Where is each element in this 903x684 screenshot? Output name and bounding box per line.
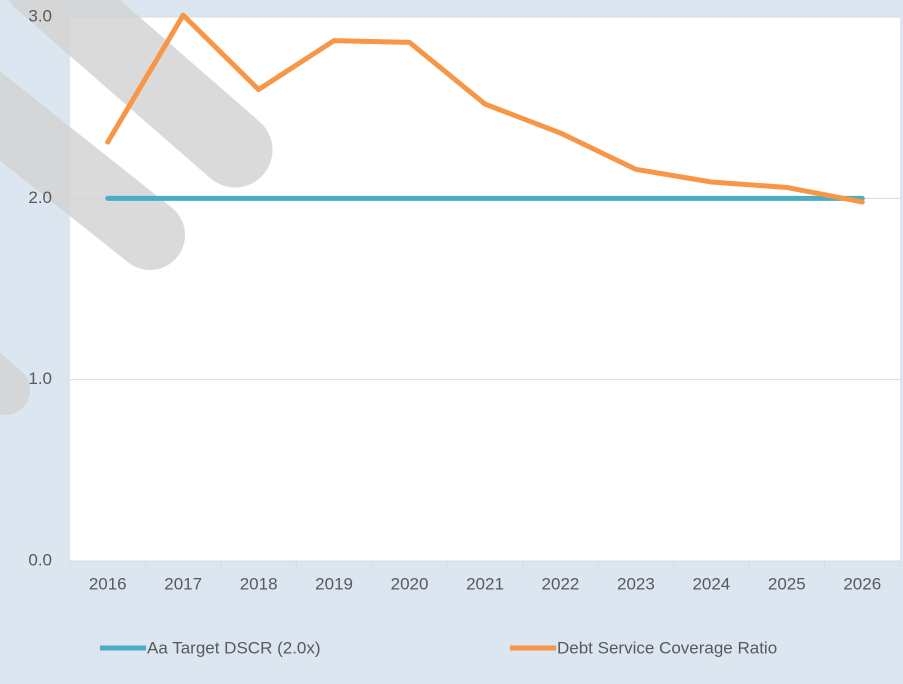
watermark-stroke	[0, 360, 5, 390]
x-tick-label: 2018	[240, 574, 278, 593]
x-tick-label: 2019	[315, 574, 353, 593]
x-tick-label: 2020	[391, 574, 429, 593]
x-tick-label: 2017	[164, 574, 202, 593]
x-tick-label: 2016	[89, 574, 127, 593]
x-tick-label: 2026	[843, 574, 881, 593]
legend-label: Debt Service Coverage Ratio	[557, 638, 777, 657]
x-tick-label: 2021	[466, 574, 504, 593]
legend-label: Aa Target DSCR (2.0x)	[147, 638, 321, 657]
y-tick-label: 2.0	[28, 188, 52, 207]
y-tick-label: 1.0	[28, 369, 52, 388]
chart: 0.0 1.0 2.0 3.0 2016 2017 2018 2019 2020 2021 2022…	[0, 0, 903, 684]
y-tick-label: 3.0	[28, 6, 52, 25]
y-tick-label: 0.0	[28, 550, 52, 569]
x-tick-label: 2025	[768, 574, 806, 593]
x-tick-label: 2024	[692, 574, 730, 593]
x-tick-label: 2022	[542, 574, 580, 593]
x-tick-label: 2023	[617, 574, 655, 593]
